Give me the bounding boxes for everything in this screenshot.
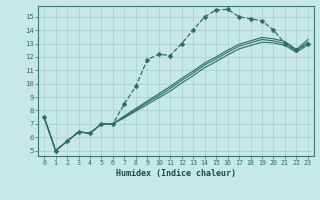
X-axis label: Humidex (Indice chaleur): Humidex (Indice chaleur) [116,169,236,178]
